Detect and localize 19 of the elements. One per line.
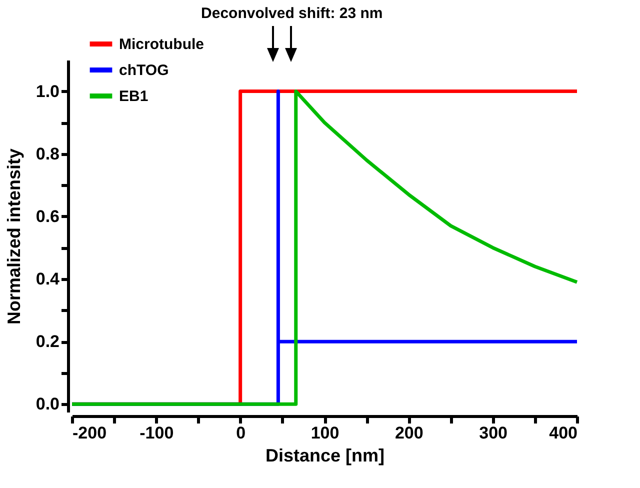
x-tick-label: 400 <box>549 424 578 442</box>
x-tick-label: 200 <box>394 424 424 442</box>
text: Deconvolved shift: 23 nm <box>201 5 383 22</box>
x-tick-label: 300 <box>479 424 508 442</box>
y-axis-title: Normalized intensity <box>4 148 24 325</box>
legend-label: EB1 <box>119 88 148 105</box>
legend-label: chTOG <box>119 62 169 79</box>
x-axis-title: Distance [nm] <box>265 446 385 466</box>
y-tick-label: 1.0 <box>36 82 60 101</box>
x-tick-label: -100 <box>140 424 174 442</box>
x-tick-label: 100 <box>310 424 340 442</box>
y-tick-label: 0.8 <box>36 144 60 164</box>
y-tick-label: 0.4 <box>36 270 60 289</box>
y-tick-label: 0.6 <box>36 206 60 226</box>
y-tick-label: 0.2 <box>36 332 60 352</box>
x-tick-label: 0 <box>236 424 246 442</box>
legend-label: Microtubule <box>119 36 204 53</box>
x-tick-label: -200 <box>72 424 107 442</box>
y-tick-label: 0.0 <box>36 394 60 414</box>
